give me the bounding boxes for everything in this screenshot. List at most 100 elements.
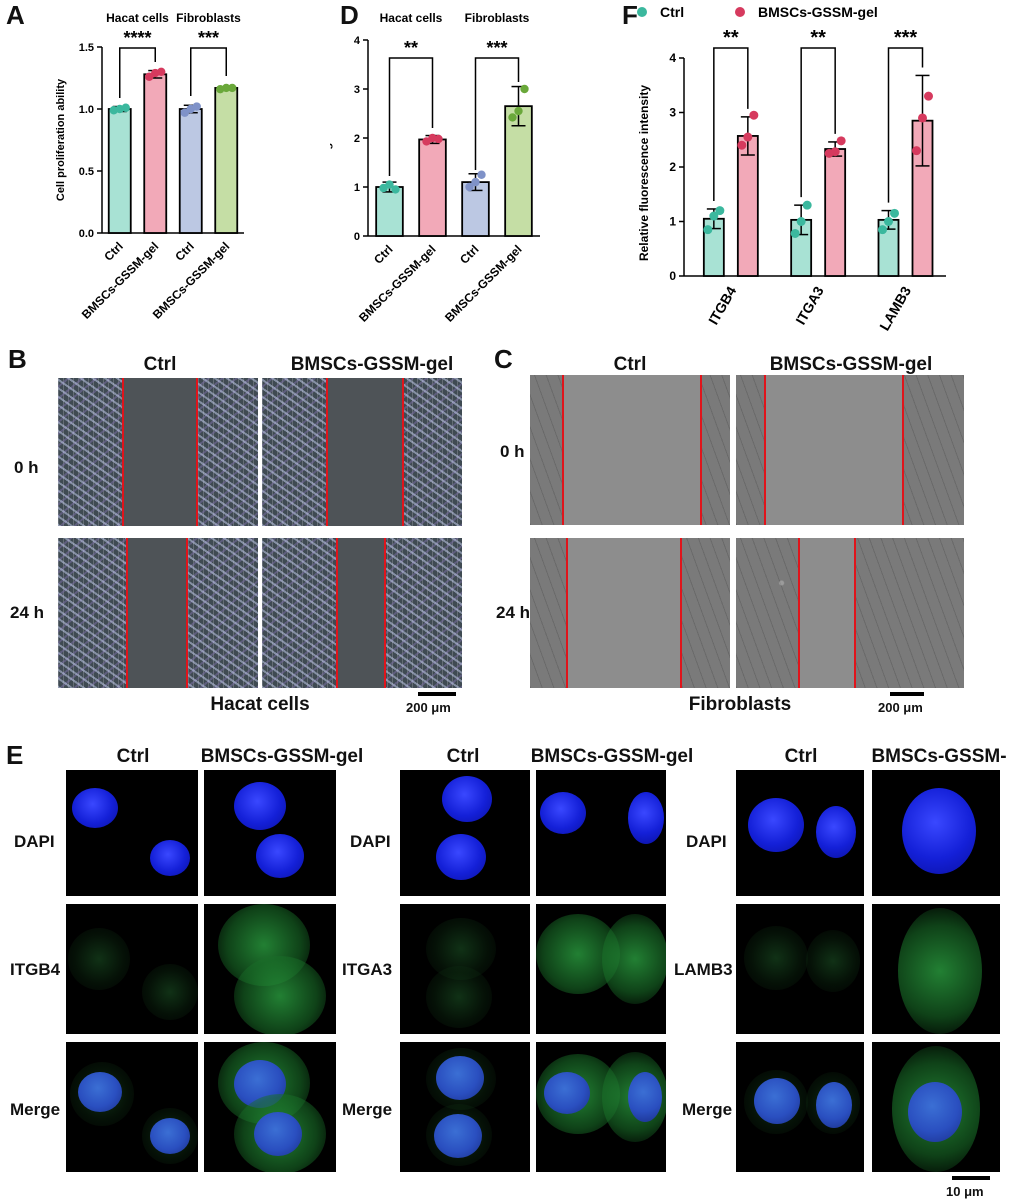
e2-col-treated: BMSCs-GSSM-gel [530,746,694,767]
e-scale-bar [952,1176,990,1180]
c-col-treated: BMSCs-GSSM-gel [769,354,933,375]
a-ytick-label: 1.5 [79,42,94,54]
b-row-0h: 0 h [14,458,39,477]
e2-marker-ctrl [400,904,530,1034]
panel-label-c: C [494,344,513,374]
b-col-ctrl: Ctrl [143,354,177,375]
e3-merge-ctrl [736,1042,864,1172]
e1-dapi-ctrl [66,770,198,896]
e2-merge-ctrl [400,1042,530,1172]
a-point [228,83,237,93]
c-image-treated-24h [736,538,964,688]
a-ytick-label: 0.5 [79,166,94,178]
a-sig-bracket [190,47,227,96]
a-group-label: Hacat cells [106,11,169,25]
f-legend-label: Ctrl [660,4,684,20]
d-category-label: BMSCs-GSSM-gel [356,242,439,325]
f-point [912,146,921,156]
f-ytick-label: 1 [669,215,676,229]
b-image-treated-0h [262,378,462,526]
f-point [890,208,899,218]
d-category-label: Ctrl [371,242,396,267]
c-caption: Fibroblasts [688,694,792,715]
a-bar [107,108,132,234]
f-point [918,113,927,123]
e3-row-marker: LAMB3 [674,960,733,979]
e2-row-marker: ITGA3 [342,960,393,979]
d-point [520,84,529,94]
f-ytick-label: 3 [669,106,676,120]
f-legend-marker [735,7,745,17]
f-point [830,147,840,157]
e2-row-merge: Merge [342,1100,393,1119]
f-category-label: LAMB3 [876,283,914,333]
panel-label-d: D [340,0,359,30]
f-point [802,200,812,210]
d-sig-bracket [388,57,434,176]
e1-marker-ctrl [66,904,198,1034]
a-group-label: Fibroblasts [176,11,241,25]
panel-label-b: B [8,344,27,374]
d-ytick-label: 2 [354,133,360,145]
d-ytick-label: 1 [354,182,360,194]
a-sig-stars: *** [198,28,219,48]
chart-a-proliferation: 0.0 0.5 1.0 1.5 Cell proliferation ability Ct… [55,11,244,322]
e1-row-dapi: DAPI [14,832,55,851]
b-image-ctrl-24h [58,538,258,688]
e-scale-label: 10 μm [946,1184,984,1199]
a-ytick-label: 1.0 [79,104,94,116]
a-sig-bracket [119,47,156,98]
a-category-label: Ctrl [172,239,197,264]
e1-col-treated: BMSCs-GSSM-gel [200,746,364,767]
d-bar [375,186,404,237]
d-ytick-label: 4 [354,35,361,47]
a-category-label: Ctrl [101,239,126,264]
e2-merge-treated [536,1042,666,1172]
f-sig-stars: ** [723,27,739,49]
d-group-label: Hacat cells [380,11,443,25]
f-point [743,132,753,142]
e2-dapi-ctrl [400,770,530,896]
f-sig-stars: *** [894,27,918,49]
d-point [477,170,486,179]
f-legend-marker [637,7,647,17]
e1-marker-treated [204,904,336,1034]
e3-marker-treated [872,904,1000,1034]
d-ytick-label: 0 [354,231,360,243]
e3-row-merge: Merge [682,1100,733,1119]
b-col-treated: BMSCs-GSSM-gel [290,354,454,375]
b-image-treated-24h [262,538,462,688]
b-row-24h: 24 h [10,603,45,622]
e1-col-ctrl: Ctrl [116,746,150,767]
c-row-0h: 0 h [500,442,525,461]
c-image-ctrl-24h [530,538,730,688]
d-ylabel: Relative migrated distance [330,68,333,207]
f-point [749,110,759,120]
a-point [121,103,130,112]
d-ytick-label: 3 [354,84,360,96]
panel-label-a: A [6,0,25,30]
c-image-ctrl-0h [530,375,730,525]
f-point [709,211,719,221]
c-row-24h: 24 h [496,603,531,622]
d-point [385,180,394,189]
c-scale-label: 200 μm [878,700,923,715]
f-point [884,217,893,226]
panel-label-f: F [622,0,638,30]
d-category-label: Ctrl [457,242,482,267]
f-point [878,225,887,235]
f-ytick-label: 2 [669,160,676,174]
a-bar [214,87,239,234]
e3-row-dapi: DAPI [686,832,727,851]
e3-dapi-ctrl [736,770,864,896]
f-point [796,217,806,226]
e1-merge-treated [204,1042,336,1172]
e1-merge-ctrl [66,1042,198,1172]
d-point [391,185,400,194]
d-point [508,113,517,122]
f-point [715,206,725,216]
e1-row-marker: ITGB4 [10,960,61,979]
a-point [222,83,231,93]
f-category-label: ITGA3 [792,283,827,327]
